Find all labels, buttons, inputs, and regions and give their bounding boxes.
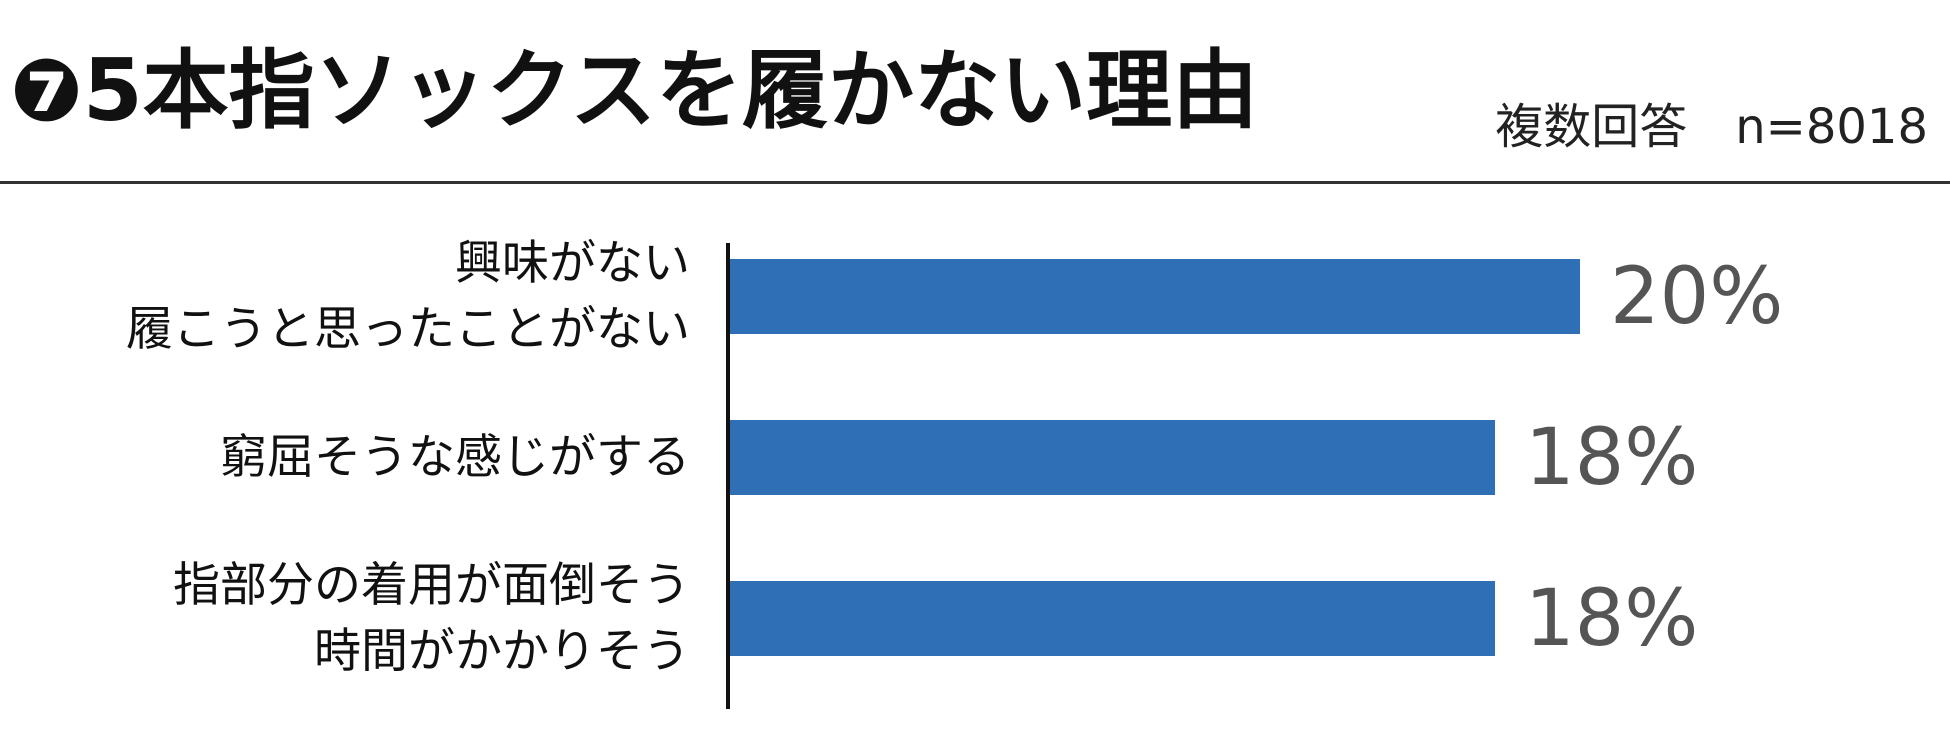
category-axis (726, 243, 730, 709)
value-label: 20% (1610, 251, 1784, 342)
value-label: 18% (1525, 412, 1699, 503)
category-label: 指部分の着用が面倒そう 時間がかかりそう (173, 557, 690, 679)
chart-subtitle: 複数回答 n=8018 (1495, 99, 1928, 155)
title-rule (0, 181, 1950, 184)
bar (730, 259, 1580, 334)
bar (730, 581, 1495, 656)
category-label: 窮屈そうな感じがする (220, 429, 690, 485)
category-label: 興味がない 履こうと思ったことがない (126, 235, 690, 357)
bar (730, 420, 1495, 495)
chart-title: ❼5本指ソックスを履かない理由 (10, 41, 1259, 141)
value-label: 18% (1525, 573, 1699, 664)
